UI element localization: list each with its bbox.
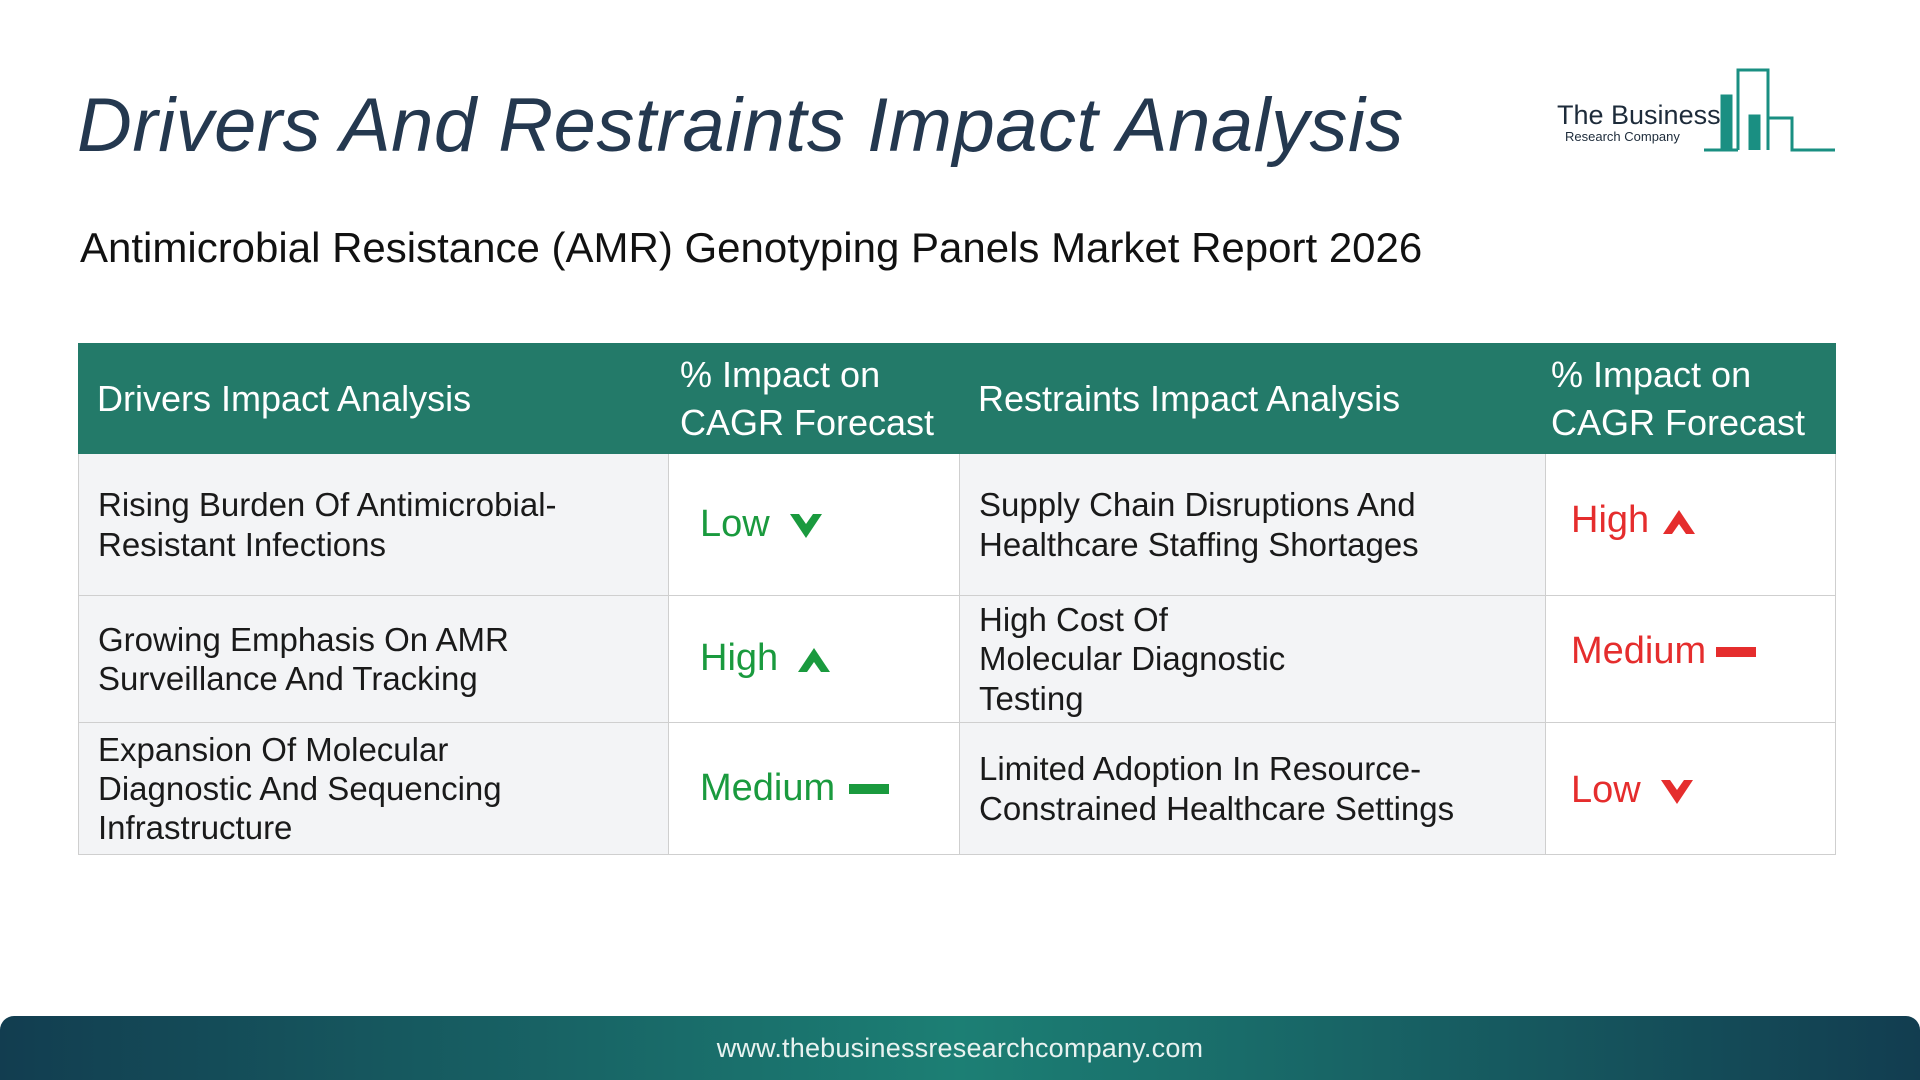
header-restraints-impact: % Impact on CAGR Forecast <box>1551 353 1806 443</box>
restraint-impact-value: Low <box>1571 768 1641 811</box>
table-row: Growing Emphasis On AMR Surveillance And… <box>78 596 1836 723</box>
restraint-impact-cell: Medium <box>1545 596 1836 722</box>
logo-name: The Business <box>1557 100 1721 130</box>
arrow-up-icon <box>798 648 831 672</box>
header-drivers: Drivers Impact Analysis <box>97 377 472 419</box>
restraint-cell: Limited Adoption In Resource-Constrained… <box>959 723 1545 854</box>
header-restraints: Restraints Impact Analysis <box>978 377 1401 419</box>
driver-impact-cell: Medium <box>668 723 959 854</box>
driver-impact-value: Low <box>700 502 770 545</box>
restraint-cell: High Cost Of Molecular Diagnostic Testin… <box>959 596 1545 722</box>
restraint-impact-cell: Low <box>1545 723 1836 854</box>
table-row: Expansion Of Molecular Diagnostic And Se… <box>78 723 1836 855</box>
driver-cell: Rising Burden Of Antimicrobial-Resistant… <box>78 454 668 595</box>
impact-table: Drivers Impact Analysis % Impact on CAGR… <box>78 343 1836 855</box>
restraint-impact-cell: High <box>1545 454 1836 595</box>
logo-bars-icon <box>1704 68 1835 152</box>
driver-impact-cell: Low <box>668 454 959 595</box>
restraint-impact-value: High <box>1571 498 1650 541</box>
driver-cell: Growing Emphasis On AMR Surveillance And… <box>78 596 668 722</box>
driver-impact-value: High <box>700 637 779 680</box>
driver-impact-cell: High <box>668 596 959 722</box>
arrow-down-icon <box>1660 779 1693 804</box>
restraint-impact-value: Medium <box>1571 630 1707 673</box>
arrow-down-icon <box>789 513 822 538</box>
table-header: Drivers Impact Analysis % Impact on CAGR… <box>78 343 1836 454</box>
driver-cell: Expansion Of Molecular Diagnostic And Se… <box>78 723 668 854</box>
company-logo: The Business Research Company <box>1552 66 1842 158</box>
header-drivers-impact: % Impact on CAGR Forecast <box>680 353 935 443</box>
table-row: Rising Burden Of Antimicrobial-Resistant… <box>78 454 1836 596</box>
restraint-cell: Supply Chain Disruptions And Healthcare … <box>959 454 1545 595</box>
arrow-up-icon <box>1663 509 1696 534</box>
page-title: Drivers And Restraints Impact Analysis <box>77 83 1404 168</box>
dash-icon <box>1716 647 1757 657</box>
website-link[interactable]: www.thebusinessresearchcompany.com <box>716 1032 1204 1063</box>
page-subtitle: Antimicrobial Resistance (AMR) Genotypin… <box>80 224 1423 271</box>
dash-icon <box>849 783 890 794</box>
logo-subtitle: Research Company <box>1565 129 1680 144</box>
footer-bar: www.thebusinessresearchcompany.com <box>0 1016 1920 1080</box>
driver-impact-value: Medium <box>700 766 836 809</box>
